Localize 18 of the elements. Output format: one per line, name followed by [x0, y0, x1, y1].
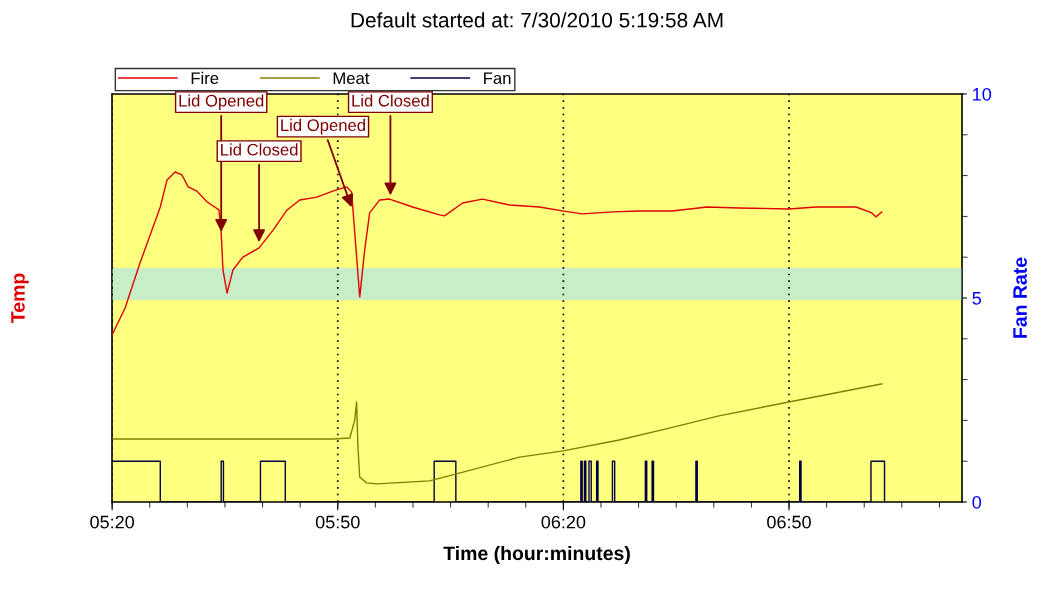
- x-axis-title: Time (hour:minutes): [443, 545, 630, 565]
- annotation: Lid Closed: [221, 143, 298, 156]
- annotation: Lid Opened: [179, 94, 264, 110]
- y-axis-title: Temp: [11, 273, 29, 323]
- x-tick-label: 05:50: [315, 515, 360, 529]
- annotation: Lid Closed: [352, 94, 429, 107]
- legend-label: Fan: [484, 72, 511, 85]
- x-tick-label: 06:20: [541, 515, 586, 529]
- y2-tick-label: 0: [972, 495, 982, 509]
- chart-title: Default started at: 7/30/2010 5:19:58 AM: [351, 12, 723, 28]
- y2-axis-title: Fan Rate: [1013, 257, 1027, 338]
- y2-tick-label: 10: [973, 87, 992, 101]
- x-tick-label: 05:20: [90, 515, 135, 529]
- annotation: Lid Opened: [281, 118, 365, 135]
- y2-tick-label: 5: [972, 292, 982, 305]
- legend-label: Fire: [191, 71, 219, 85]
- legend-label: Meat: [333, 72, 370, 85]
- x-tick-label: 06:50: [767, 515, 811, 529]
